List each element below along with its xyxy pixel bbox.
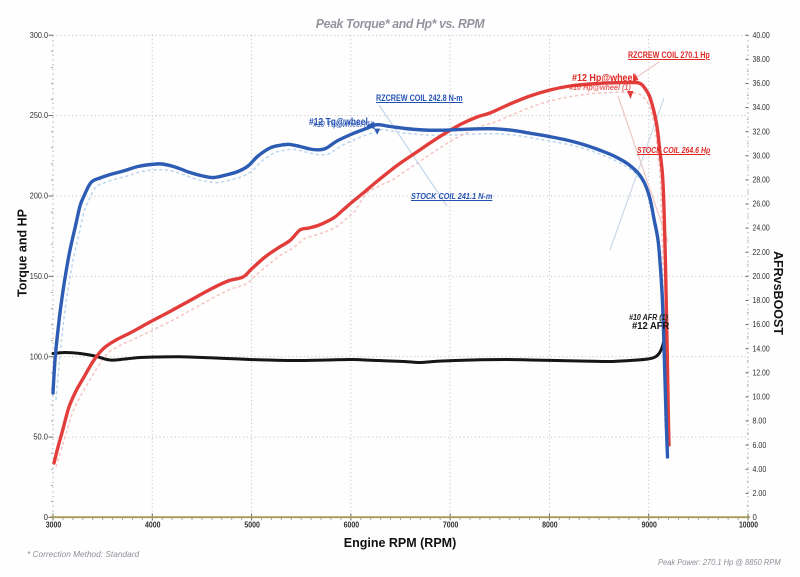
svg-text:34.00: 34.00	[753, 103, 771, 112]
svg-text:24.00: 24.00	[753, 224, 771, 233]
svg-text:0: 0	[753, 513, 758, 522]
svg-text:28.00: 28.00	[753, 176, 771, 185]
svg-text:40.00: 40.00	[753, 31, 771, 40]
svg-text:5000: 5000	[244, 520, 260, 530]
svg-text:36.00: 36.00	[753, 79, 771, 88]
svg-text:4000: 4000	[145, 520, 161, 530]
svg-text:20.00: 20.00	[753, 272, 771, 281]
svg-text:7000: 7000	[443, 520, 459, 530]
svg-text:250.0: 250.0	[30, 111, 49, 120]
svg-text:8000: 8000	[542, 520, 558, 530]
svg-text:10.00: 10.00	[753, 393, 771, 402]
svg-text:300.0: 300.0	[30, 31, 49, 40]
svg-text:50.0: 50.0	[33, 433, 48, 442]
svg-text:10000: 10000	[739, 520, 758, 530]
svg-text:4.00: 4.00	[753, 465, 767, 474]
svg-text:22.00: 22.00	[753, 248, 771, 257]
svg-text:8.00: 8.00	[753, 417, 767, 426]
svg-text:3000: 3000	[46, 520, 62, 530]
svg-text:6.00: 6.00	[753, 441, 767, 450]
svg-text:18.00: 18.00	[753, 296, 771, 305]
svg-text:38.00: 38.00	[753, 55, 771, 64]
svg-text:100.0: 100.0	[30, 352, 49, 361]
svg-text:12.00: 12.00	[753, 368, 771, 377]
svg-text:9000: 9000	[641, 520, 657, 530]
svg-text:16.00: 16.00	[753, 320, 771, 329]
svg-text:6000: 6000	[344, 520, 360, 530]
svg-text:0: 0	[44, 513, 49, 522]
svg-text:26.00: 26.00	[753, 200, 771, 209]
svg-text:32.00: 32.00	[753, 127, 771, 136]
svg-text:2.00: 2.00	[753, 489, 767, 498]
svg-text:200.0: 200.0	[30, 192, 49, 201]
svg-text:14.00: 14.00	[753, 344, 771, 353]
svg-text:30.00: 30.00	[753, 151, 771, 160]
svg-text:150.0: 150.0	[30, 272, 49, 281]
